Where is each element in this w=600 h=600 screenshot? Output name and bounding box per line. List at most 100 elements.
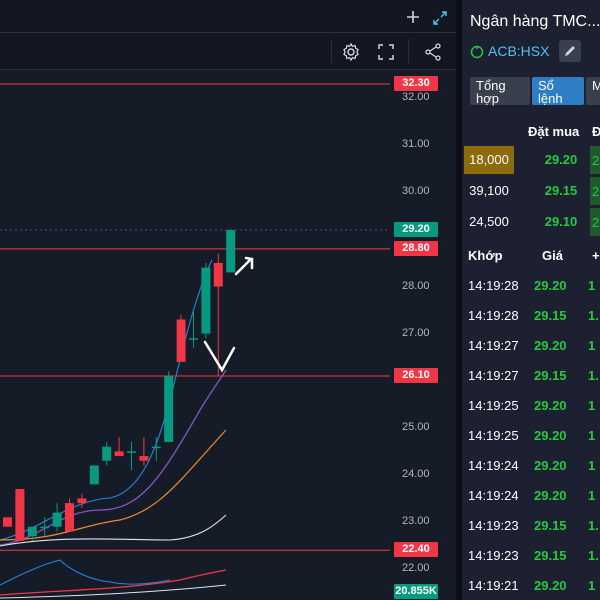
match-price: 29.15 — [534, 368, 567, 383]
match-time: 14:19:28 — [468, 278, 519, 293]
match-time: 14:19:25 — [468, 428, 519, 443]
orderbook-extra: 2 — [592, 215, 600, 230]
toolbar-divider — [331, 39, 332, 63]
symbol-label[interactable]: ACB:HSX — [488, 43, 550, 59]
match-row: 14:19:28 29.20 1 — [462, 270, 600, 300]
candle — [77, 493, 87, 508]
match-volume: 1 — [588, 458, 596, 473]
chart-pane: 32.00 31.00 30.00 28.00 27.00 25.00 24.00 23.00… — [0, 10, 456, 600]
match-row: 14:19:24 29.20 1 — [462, 450, 600, 480]
match-volume: 1. — [588, 518, 599, 533]
match-time: 14:19:27 — [468, 368, 519, 383]
candle-body — [65, 503, 74, 532]
candle — [151, 437, 161, 461]
matches-extra-header: + — [592, 248, 600, 263]
tab-overview[interactable]: Tổng hợp — [470, 77, 530, 105]
candle-body — [114, 451, 124, 457]
match-price: 29.20 — [534, 578, 567, 593]
match-row: 14:19:25 29.20 1 — [462, 420, 600, 450]
matches-price-header: Giá — [542, 248, 563, 263]
match-time: 14:19:28 — [468, 308, 519, 323]
indicator-line-red — [0, 569, 227, 596]
candle-body — [151, 446, 161, 449]
expand-arrows-icon[interactable] — [432, 10, 448, 26]
candle — [89, 465, 99, 485]
match-price: 29.20 — [534, 278, 567, 293]
match-volume: 1 — [588, 488, 596, 503]
orderbook-extra-cell: 2 — [590, 177, 600, 205]
candle-body — [226, 230, 236, 273]
price-tag: 32.30 — [394, 76, 438, 91]
match-volume: 1. — [588, 548, 599, 563]
price-chart-plot[interactable] — [0, 70, 390, 600]
price-tag: 29.20 — [394, 222, 438, 237]
orderbook-price: 29.20 — [544, 152, 578, 167]
price-tag: 22.40 — [394, 542, 438, 558]
indicator-line-white — [0, 584, 227, 599]
ma-line-purple — [0, 369, 227, 546]
candle — [40, 517, 50, 537]
match-price: 29.20 — [534, 488, 567, 503]
ma-line-white — [0, 514, 227, 547]
orderbook-extra-cell: 2 — [590, 208, 600, 236]
plus-icon[interactable] — [406, 10, 420, 24]
match-volume: 1. — [588, 308, 599, 323]
match-time: 14:19:27 — [468, 338, 519, 353]
candle-body — [89, 465, 99, 485]
candle — [15, 489, 25, 541]
candle-body — [52, 512, 62, 527]
candle-body — [77, 498, 87, 504]
tab-orderbook[interactable]: Sổ lệnh — [532, 77, 584, 105]
settings-gear-icon[interactable] — [341, 42, 361, 62]
candle — [213, 253, 223, 376]
panel-separator[interactable] — [456, 0, 462, 600]
candle-body — [27, 526, 37, 537]
annotation-arrow-down-icon — [203, 340, 236, 373]
ma-line-blue — [0, 259, 213, 541]
matches-time-header: Khớp — [468, 248, 503, 263]
match-price: 29.20 — [534, 458, 567, 473]
match-time: 14:19:23 — [468, 518, 519, 533]
candle — [226, 230, 236, 273]
symbol-details-panel: Ngân hàng TMC... ACB:HSX Tổng hợp Sổ lện… — [462, 0, 600, 600]
candle — [52, 503, 62, 532]
match-row: 14:19:21 29.20 1 — [462, 570, 600, 600]
candle — [201, 262, 211, 339]
symbol-status-icon — [470, 45, 484, 59]
match-volume: 1 — [588, 428, 596, 443]
match-time: 14:19:24 — [468, 488, 519, 503]
orderbook-extra-header: Đ — [592, 124, 600, 139]
candle — [127, 441, 136, 471]
match-time: 14:19:25 — [468, 398, 519, 413]
candle-body — [102, 446, 112, 461]
price-axis-tick: 23.00 — [402, 515, 430, 527]
price-axis[interactable]: 32.00 31.00 30.00 28.00 27.00 25.00 24.00 23.00… — [390, 70, 456, 600]
orderbook-qty: 39,100 — [469, 183, 509, 198]
orderbook-price: 29.10 — [544, 214, 578, 229]
orderbook-row[interactable]: 18,000 29.20 2 — [462, 146, 600, 176]
candle-body — [176, 319, 186, 362]
match-time: 14:19:24 — [468, 458, 519, 473]
candle — [102, 441, 112, 466]
match-price: 29.20 — [534, 398, 567, 413]
match-row: 14:19:27 29.20 1 — [462, 330, 600, 360]
fullscreen-icon[interactable] — [377, 43, 395, 61]
tab-more[interactable]: M g — [586, 77, 600, 105]
orderbook-row[interactable]: 24,500 29.10 2 — [462, 208, 600, 238]
edit-symbol-button[interactable] — [559, 40, 581, 62]
price-axis-tick: 24.00 — [402, 467, 430, 480]
candle-body — [139, 456, 149, 461]
price-axis-tick: 25.00 — [402, 420, 430, 433]
match-volume: 1 — [588, 338, 596, 353]
candle-body — [127, 451, 136, 453]
match-row: 14:19:25 29.20 1 — [462, 390, 600, 420]
share-icon[interactable] — [424, 43, 442, 61]
candle-body — [213, 262, 223, 287]
price-tag: 20.855K — [394, 584, 438, 599]
candle — [114, 437, 124, 457]
orderbook-row[interactable]: 39,100 29.15 2 — [462, 177, 600, 207]
match-row: 14:19:23 29.15 1. — [462, 510, 600, 540]
match-price: 29.15 — [534, 308, 567, 323]
candle — [27, 526, 37, 541]
toolbar-divider — [408, 39, 409, 63]
